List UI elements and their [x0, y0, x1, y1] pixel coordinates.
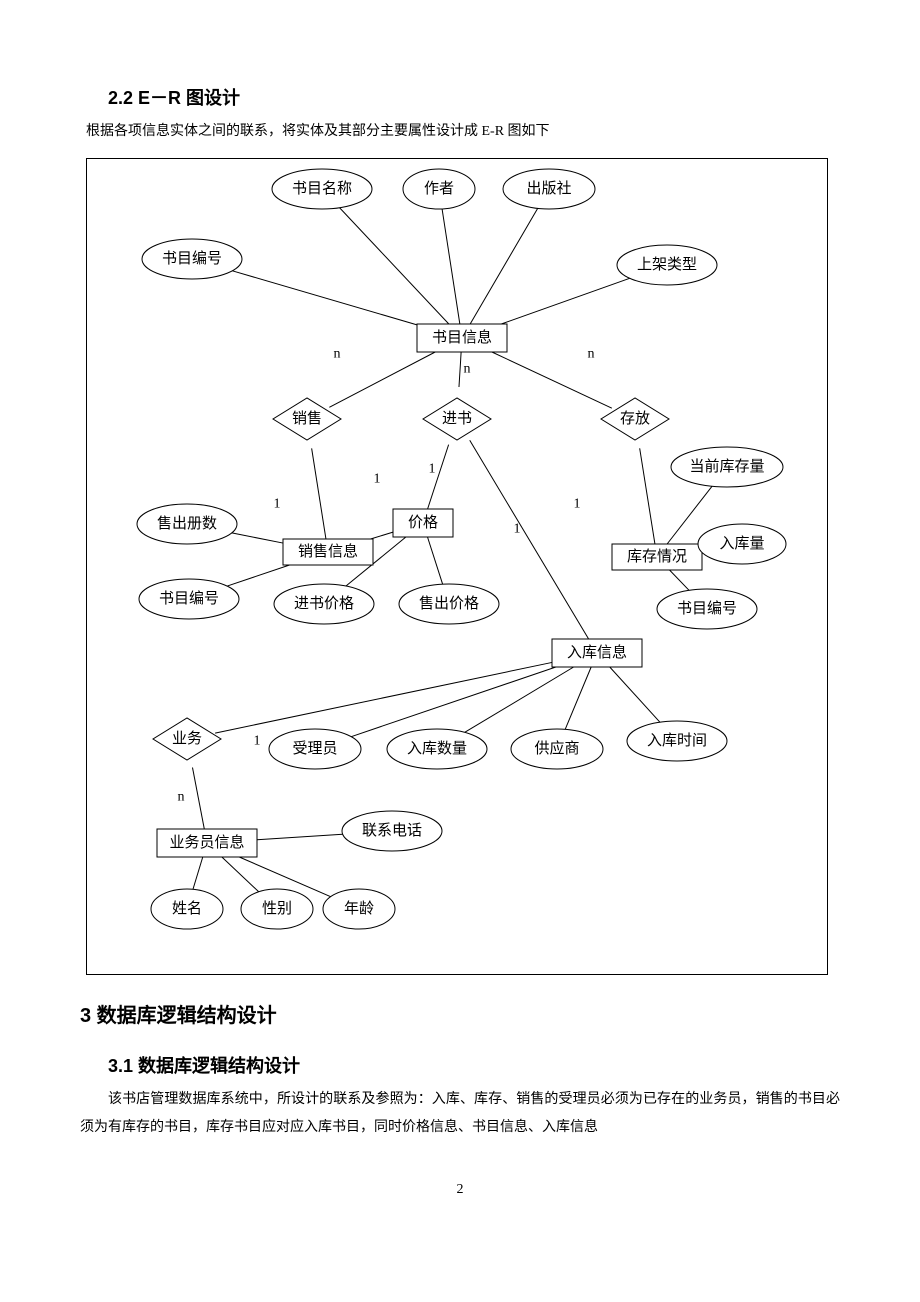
svg-text:进书价格: 进书价格 — [294, 595, 354, 612]
svg-text:售出价格: 售出价格 — [419, 595, 479, 612]
svg-text:当前库存量: 当前库存量 — [689, 458, 764, 475]
svg-text:受理员: 受理员 — [292, 740, 337, 757]
page-number: 2 — [80, 1182, 840, 1198]
svg-text:n: n — [334, 347, 341, 362]
svg-text:年龄: 年龄 — [344, 900, 374, 917]
svg-text:入库数量: 入库数量 — [407, 740, 467, 757]
svg-text:价格: 价格 — [408, 514, 438, 531]
section-3-title: 3 数据库逻辑结构设计 — [80, 999, 840, 1028]
svg-text:上架类型: 上架类型 — [637, 256, 697, 273]
svg-text:售出册数: 售出册数 — [157, 515, 217, 532]
svg-text:入库时间: 入库时间 — [647, 732, 707, 749]
svg-text:书目编号: 书目编号 — [162, 250, 222, 267]
svg-text:n: n — [464, 362, 471, 377]
svg-text:1: 1 — [429, 462, 436, 477]
svg-text:入库量: 入库量 — [719, 535, 764, 552]
svg-text:业务: 业务 — [172, 730, 202, 747]
svg-text:销售: 销售 — [292, 410, 322, 427]
svg-text:供应商: 供应商 — [534, 739, 579, 757]
svg-text:存放: 存放 — [620, 410, 650, 427]
svg-text:库存情况: 库存情况 — [627, 548, 687, 565]
svg-text:业务员信息: 业务员信息 — [169, 834, 244, 851]
svg-text:销售信息: 销售信息 — [298, 543, 358, 560]
svg-text:书目名称: 书目名称 — [292, 180, 352, 197]
svg-text:进书: 进书 — [442, 410, 472, 427]
svg-text:入库信息: 入库信息 — [567, 644, 627, 661]
section-3-1-title: 3.1 数据库逻辑结构设计 — [108, 1052, 840, 1078]
svg-text:n: n — [588, 347, 595, 362]
er-diagram-svg: 书目信息销售信息 价格库存情况入库信息业务员信息 销售 进书 存放业务 书目名称 作者 出版社… — [87, 159, 827, 974]
svg-text:1: 1 — [254, 734, 261, 749]
section-3-1-para: 该书店管理数据库系统中，所设计的联系及参照为：入库、库存、销售的受理员必须为已存… — [80, 1086, 840, 1142]
svg-text:作者: 作者 — [424, 180, 454, 197]
er-diagram-container: 书目信息销售信息 价格库存情况入库信息业务员信息 销售 进书 存放业务 书目名称 作者 出版社… — [86, 158, 828, 975]
svg-text:1: 1 — [274, 497, 281, 512]
svg-text:n: n — [178, 790, 185, 805]
svg-text:1: 1 — [514, 522, 521, 537]
svg-text:姓名: 姓名 — [172, 900, 202, 917]
svg-text:书目信息: 书目信息 — [432, 329, 492, 346]
svg-text:1: 1 — [574, 497, 581, 512]
svg-text:书目编号: 书目编号 — [677, 600, 737, 617]
svg-text:联系电话: 联系电话 — [362, 822, 422, 839]
svg-text:出版社: 出版社 — [526, 180, 571, 197]
section-2-2-intro: 根据各项信息实体之间的联系，将实体及其部分主要属性设计成 E-R 图如下 — [86, 118, 840, 146]
svg-text:1: 1 — [374, 472, 381, 487]
svg-text:书目编号: 书目编号 — [159, 590, 219, 607]
svg-text:性别: 性别 — [262, 900, 292, 917]
section-2-2-title: 2.2 E－R 图设计 — [108, 84, 840, 110]
